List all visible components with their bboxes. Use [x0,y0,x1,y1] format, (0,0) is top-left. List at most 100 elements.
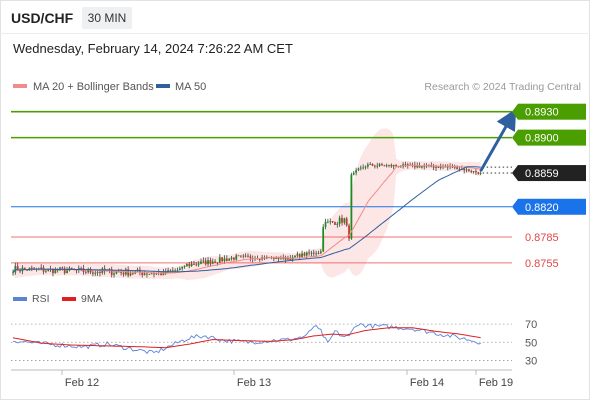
candle-body [237,255,240,257]
x-axis-label: Feb 19 [479,377,513,389]
candle-body [371,164,374,166]
rsi-ma-legend-label: 9MA [81,293,103,305]
x-axis-label: Feb 14 [410,377,444,389]
bollinger-band [13,128,481,280]
candle-body [169,270,172,272]
x-axis-label: Feb 13 [237,377,271,389]
candle-body [444,166,447,168]
candle-body [272,257,275,259]
candle-body [413,164,416,168]
candle-body [186,264,188,267]
candle-body [218,257,221,263]
candle-body [456,166,459,170]
candle-body [216,262,219,264]
candle-body [312,252,315,254]
timeframe-button[interactable]: 30 MIN [82,7,132,29]
candle-body [150,273,153,275]
candle-body [305,252,308,256]
candle-body [120,272,122,273]
candle-body [366,164,369,167]
candle-body [30,267,33,269]
x-axis-label: Feb 12 [65,377,99,389]
candle-body [160,272,162,276]
candle-body [61,267,64,269]
level-label-pointer [512,198,518,215]
candle-body [399,166,402,168]
candle-body [249,256,252,259]
candle-body [80,268,83,269]
level-label: 0.8785 [525,232,559,244]
candle-body [183,266,186,267]
candle-body [301,253,303,257]
candle-body [129,273,132,276]
candle-body [87,268,90,273]
candle-body [258,259,261,260]
candle-body [228,258,231,261]
candle-body [33,267,36,270]
candle-body [421,166,423,168]
candle-body [94,272,97,274]
candle-body [308,252,310,254]
candle-body [75,269,78,271]
level-label-box [518,129,586,146]
candle-body [115,271,118,274]
level-label: 0.8930 [525,107,559,119]
candle-body [388,164,390,166]
candle-body [244,255,247,257]
candle-body [247,255,249,257]
ma20-legend-swatch [13,84,27,88]
candle-body [214,261,216,263]
candle-body [383,165,386,167]
candle-body [202,260,205,262]
candle-body [66,270,68,274]
candle-body [45,270,47,272]
candle-body [70,267,73,270]
candle-body [148,273,151,275]
level-label-pointer [512,129,518,146]
candle-body [472,171,475,172]
candle-body [359,167,362,169]
candle-body [385,165,388,167]
candle-body [315,253,318,255]
candle-body [153,273,155,275]
candle-body [197,263,200,265]
candle-body [143,273,146,276]
candle-body [364,166,367,168]
candle-body [294,255,296,258]
candle-body [329,221,332,222]
candle-body [357,168,360,171]
candle-body [327,221,329,223]
candle-body [171,270,174,272]
level-label-pointer [512,103,518,120]
rsi-tick-label: 70 [525,319,537,331]
candle-body [378,164,381,166]
candle-body [390,164,393,167]
candle-body [319,251,322,254]
candle-body [406,164,409,166]
header-divider [0,33,588,34]
candle-body [331,221,334,223]
candle-body [146,273,148,275]
rsi-ma-line [12,327,481,349]
candle-body [155,272,158,275]
candle-body [291,257,294,261]
candle-body [230,257,233,259]
candle-body [468,169,470,172]
candle-body [317,253,320,254]
candle-body [289,258,292,261]
candle-body [303,253,306,256]
candle-body [89,268,92,273]
candle-body [12,272,14,274]
rsi-tick-label: 50 [525,337,537,349]
last-price-pointer [512,165,518,182]
candle-body [423,166,426,168]
rsi-legend-swatch [13,297,27,301]
candle-body [110,269,113,275]
candle-body [432,166,435,168]
candle-body [195,264,198,266]
rsi-legend-label: RSI [32,293,50,305]
candle-body [223,258,226,262]
candle-body [352,172,355,175]
candle-body [392,165,395,167]
